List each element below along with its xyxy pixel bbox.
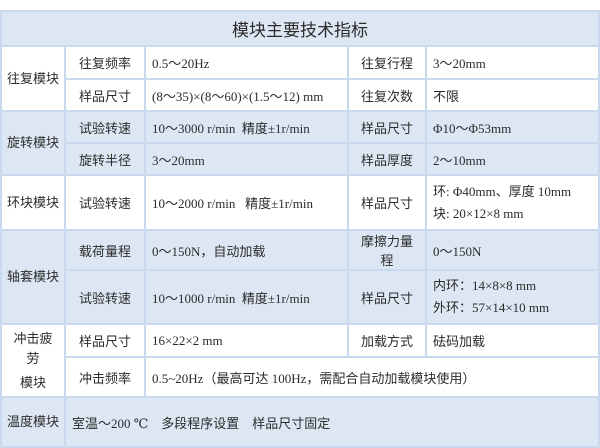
spec-label: 样品尺寸 bbox=[347, 174, 427, 231]
spec-label: 样品尺寸 bbox=[347, 110, 427, 144]
spec-label: 试验转速 bbox=[64, 269, 146, 325]
spec-label: 冲击频率 bbox=[64, 356, 146, 398]
spec-value: Φ10～Φ53mm bbox=[425, 110, 600, 144]
spec-value: 内环：14×8×8 mm 外环：57×14×10 mm bbox=[425, 269, 600, 325]
table-row: 环块模块 试验转速 10～2000 r/min 精度±1r/min 样品尺寸 环… bbox=[0, 174, 600, 231]
spec-value: 16×22×2 mm bbox=[144, 323, 349, 358]
spec-label: 样品尺寸 bbox=[347, 269, 427, 325]
spec-value: 0.5～20Hz bbox=[144, 45, 349, 80]
spec-value: 室温～200 ℃ 多段程序设置 样品尺寸固定 bbox=[64, 396, 600, 448]
spec-label: 加载方式 bbox=[347, 323, 427, 358]
spec-value: 环: Φ40mm、厚度 10mm 块: 20×12×8 mm bbox=[425, 174, 600, 231]
module-temperature: 温度模块 bbox=[0, 396, 66, 448]
spec-label: 往复次数 bbox=[347, 78, 427, 112]
spec-value-line: 块: 20×12×8 mm bbox=[433, 205, 524, 221]
spec-value: 10～3000 r/min 精度±1r/min bbox=[144, 110, 349, 144]
module-impact: 冲击疲劳 模块 bbox=[0, 323, 66, 398]
spec-label: 载荷量程 bbox=[64, 229, 146, 271]
spec-value-line: 内环：14×8×8 mm bbox=[433, 278, 537, 293]
table-row: 样品尺寸 (8～35)×(8～60)×(1.5～12) mm 往复次数 不限 bbox=[1, 78, 600, 112]
table-row: 试验转速 10～1000 r/min 精度±1r/min 样品尺寸 内环：14×… bbox=[1, 269, 600, 325]
module-ring-block: 环块模块 bbox=[0, 174, 66, 231]
spec-label: 往复频率 bbox=[64, 45, 146, 80]
spec-value-line: 外环：57×14×10 mm bbox=[433, 300, 550, 315]
table-row: 冲击频率 0.5~20Hz（最高可达 100Hz，需配合自动加载模块使用） bbox=[1, 356, 600, 398]
spec-value: 10～1000 r/min 精度±1r/min bbox=[144, 269, 349, 325]
spec-value: 不限 bbox=[425, 78, 600, 112]
spec-table: 模块主要技术指标 往复模块 往复频率 0.5～20Hz 往复行程 3～20mm … bbox=[0, 10, 600, 448]
table-row: 温度模块 室温～200 ℃ 多段程序设置 样品尺寸固定 bbox=[0, 396, 600, 448]
spec-value-line: 环: Φ40mm、厚度 10mm bbox=[433, 183, 572, 199]
spec-value: 10～2000 r/min 精度±1r/min bbox=[144, 174, 349, 231]
spec-value: (8～35)×(8～60)×(1.5～12) mm bbox=[144, 78, 349, 112]
spec-label: 样品尺寸 bbox=[64, 323, 146, 358]
spec-value: 0.5~20Hz（最高可达 100Hz，需配合自动加载模块使用） bbox=[144, 356, 600, 398]
spec-value: 砝码加载 bbox=[425, 323, 600, 358]
spec-value: 3～20mm bbox=[144, 142, 349, 176]
spec-label: 摩擦力量程 bbox=[347, 229, 427, 271]
module-bearing: 轴套模块 bbox=[0, 229, 66, 325]
module-line: 冲击疲劳 bbox=[13, 330, 53, 366]
module-line: 模块 bbox=[19, 374, 46, 390]
spec-label: 样品尺寸 bbox=[64, 78, 146, 112]
spec-label: 样品厚度 bbox=[347, 142, 427, 176]
table-row: 轴套模块 载荷量程 0～150N，自动加载 摩擦力量程 0～150N bbox=[0, 229, 600, 325]
spec-label: 往复行程 bbox=[347, 45, 427, 80]
table-row: 旋转半径 3～20mm 样品厚度 2～10mm bbox=[1, 142, 600, 176]
spec-value: 0～150N，自动加载 bbox=[144, 229, 349, 271]
table-title: 模块主要技术指标 bbox=[0, 10, 600, 47]
spec-value: 0～150N bbox=[425, 229, 600, 271]
spec-value: 3～20mm bbox=[425, 45, 600, 80]
module-rotary: 旋转模块 bbox=[0, 110, 66, 176]
spec-value: 2～10mm bbox=[425, 142, 600, 176]
table-row: 往复模块 往复频率 0.5～20Hz 往复行程 3～20mm bbox=[0, 45, 600, 112]
spec-label: 试验转速 bbox=[64, 174, 146, 231]
spec-label: 试验转速 bbox=[64, 110, 146, 144]
table-row: 旋转模块 试验转速 10～3000 r/min 精度±1r/min 样品尺寸 Φ… bbox=[0, 110, 600, 176]
table-row: 冲击疲劳 模块 样品尺寸 16×22×2 mm 加载方式 砝码加载 bbox=[0, 323, 600, 398]
module-reciprocating: 往复模块 bbox=[0, 45, 66, 112]
spec-label: 旋转半径 bbox=[64, 142, 146, 176]
